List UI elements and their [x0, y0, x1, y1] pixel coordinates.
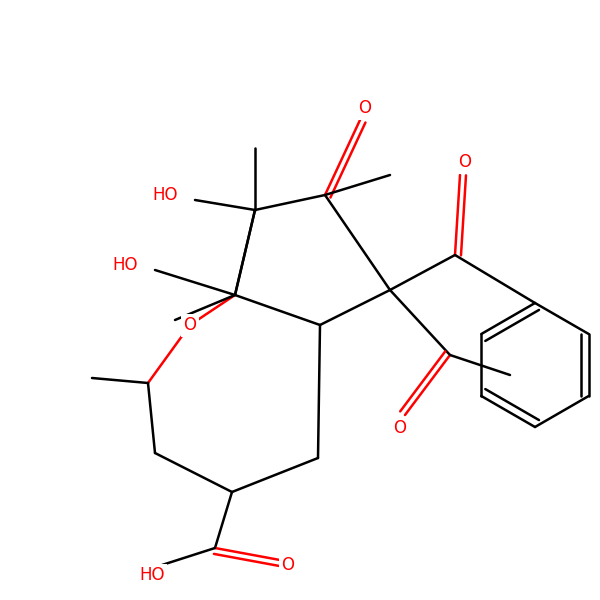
Text: O: O [458, 153, 472, 171]
Text: O: O [184, 316, 197, 334]
Text: O: O [394, 419, 407, 437]
Text: O: O [281, 556, 295, 574]
Text: HO: HO [139, 566, 165, 584]
Text: HO: HO [112, 256, 138, 274]
Text: O: O [359, 99, 371, 117]
Text: HO: HO [152, 186, 178, 204]
